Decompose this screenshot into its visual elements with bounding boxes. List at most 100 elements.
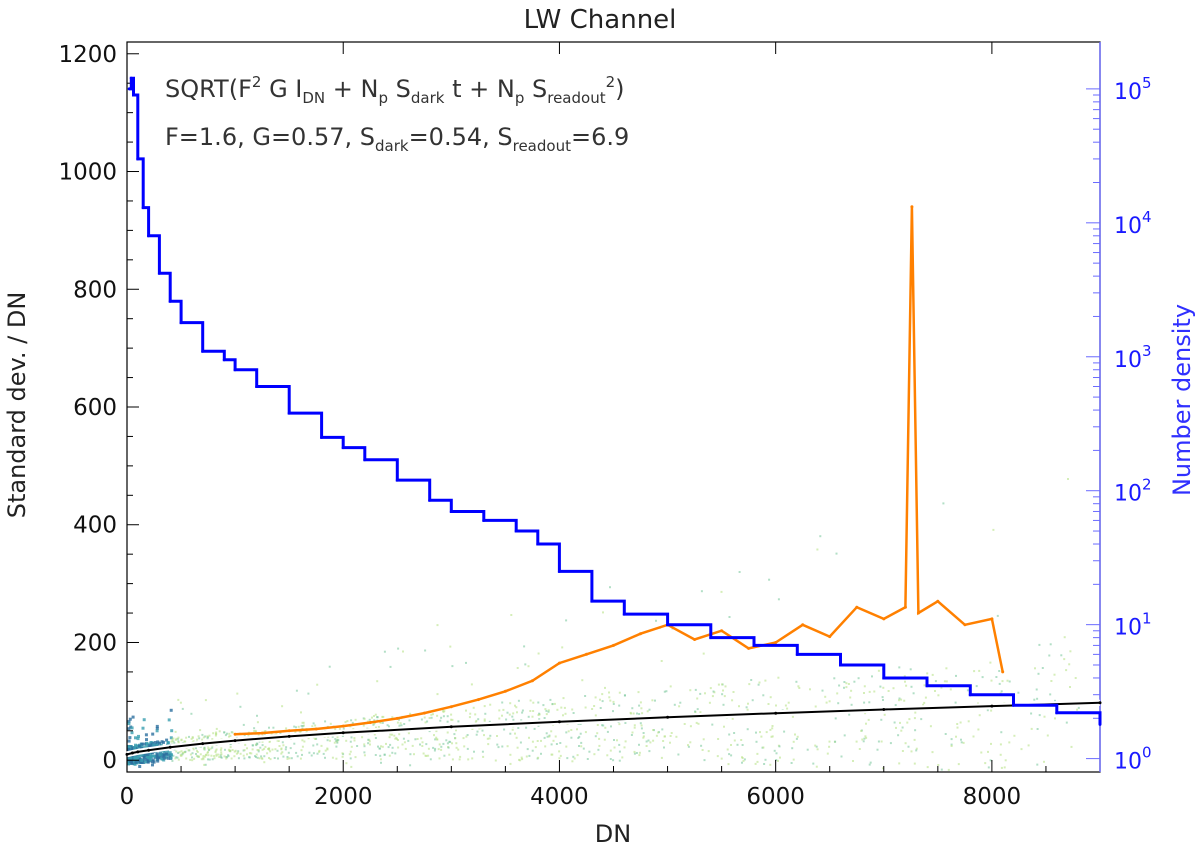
scatter-point [678, 705, 681, 708]
scatter-point [136, 737, 140, 741]
scatter-point [155, 724, 159, 728]
scatter-point [261, 740, 264, 743]
scatter-point [843, 734, 846, 737]
data-point [157, 271, 161, 275]
scatter-point [375, 726, 377, 729]
series-line-number-density [129, 76, 1102, 725]
scatter-point [166, 741, 170, 745]
scatter-point [440, 748, 443, 751]
scatter-point [219, 756, 222, 759]
scatter-point [488, 720, 491, 723]
scatter-point [669, 741, 671, 744]
scatter-point [876, 748, 879, 751]
scatter-point [577, 737, 580, 739]
scatter-point [867, 718, 870, 721]
scatter-point [547, 710, 550, 713]
scatter-point [633, 724, 636, 727]
scatter-point [675, 735, 678, 738]
scatter-point [376, 680, 379, 683]
scatter-point [670, 732, 673, 734]
scatter-point [792, 740, 795, 743]
scatter-point [901, 750, 904, 752]
scatter-point [201, 733, 204, 736]
scatter-point [244, 743, 247, 746]
scatter-point [477, 718, 480, 721]
scatter-point [900, 698, 903, 701]
scatter-point [233, 755, 236, 758]
scatter-point [601, 724, 604, 727]
scatter-point [652, 729, 655, 731]
scatter-point [218, 730, 221, 733]
scatter-point [598, 744, 601, 747]
scatter-point [198, 737, 201, 740]
scatter-point [547, 709, 550, 712]
scatter-point [949, 688, 952, 691]
scatter-point [362, 724, 365, 727]
scatter-point [295, 726, 297, 729]
scatter-point [618, 759, 621, 762]
scatter-point [153, 741, 157, 744]
scatter-point [231, 749, 234, 751]
scatter-point [787, 701, 790, 704]
scatter-point [881, 696, 884, 699]
scatter-point [1043, 760, 1045, 763]
scatter-point [316, 683, 319, 686]
scatter-point [609, 749, 612, 752]
scatter-point [509, 732, 512, 735]
scatter-point [521, 711, 524, 714]
scatter-point [687, 745, 690, 748]
scatter-point [269, 750, 272, 753]
scatter-point [556, 708, 559, 711]
scatter-point [195, 747, 197, 750]
scatter-point [281, 751, 284, 754]
scatter-point [219, 749, 222, 751]
scatter-point [900, 729, 903, 732]
scatter-point [931, 673, 934, 676]
scatter-point [612, 700, 615, 703]
data-point [503, 689, 507, 693]
scatter-point [638, 754, 641, 757]
scatter-point [560, 706, 563, 709]
scatter-point [898, 762, 901, 765]
scatter-point [363, 745, 366, 748]
scatter-point [404, 747, 407, 750]
scatter-point [754, 762, 757, 765]
scatter-point [790, 762, 793, 764]
scatter-point [227, 748, 230, 751]
scatter-point [252, 744, 254, 747]
data-point [482, 518, 486, 522]
scatter-point [438, 757, 441, 760]
scatter-point [341, 735, 344, 737]
scatter-point [191, 759, 194, 762]
scatter-point [443, 754, 446, 757]
scatter-point [640, 707, 643, 710]
scatter-point [350, 765, 353, 768]
scatter-point [708, 701, 711, 704]
y-tick-label: 600 [73, 395, 117, 421]
scatter-point [509, 702, 512, 705]
data-point [449, 725, 453, 729]
scatter-point [503, 728, 506, 731]
scatter-point [584, 731, 587, 734]
data-point [1098, 722, 1102, 726]
scatter-point [451, 665, 454, 668]
y2-axis: 100 101 102 103 104 105 [1086, 42, 1152, 775]
scatter-point [1077, 706, 1080, 709]
scatter-point [923, 701, 926, 704]
scatter-point [177, 752, 180, 754]
parameter-annotation: F=1.6, G=0.57, Sdark=0.54, Sreadout=6.9 [165, 123, 629, 155]
scatter-point [598, 737, 601, 740]
scatter-point [175, 750, 178, 753]
data-point [990, 617, 994, 621]
scatter-point [871, 675, 873, 678]
data-point [855, 605, 859, 609]
scatter-point [797, 685, 800, 688]
scatter-point [303, 724, 305, 727]
scatter-point [883, 713, 886, 716]
data-point [233, 368, 237, 372]
scatter-point [501, 714, 503, 717]
scatter-point [956, 726, 959, 729]
scatter-point [202, 756, 205, 759]
scatter-point [190, 712, 193, 715]
scatter-point [455, 742, 458, 745]
